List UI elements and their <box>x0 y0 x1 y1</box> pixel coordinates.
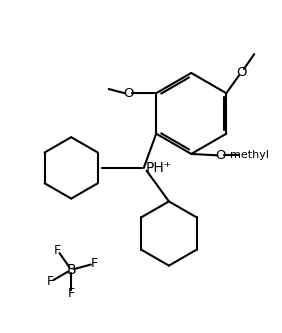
Text: O: O <box>123 87 133 100</box>
Text: F: F <box>68 287 75 300</box>
Text: F: F <box>91 257 98 270</box>
Text: methyl: methyl <box>230 150 269 160</box>
Text: B: B <box>66 263 76 277</box>
Text: O: O <box>215 149 226 162</box>
Text: F: F <box>54 244 61 257</box>
Text: F: F <box>47 275 54 288</box>
Text: PH⁺: PH⁺ <box>145 161 171 175</box>
Text: O: O <box>236 66 247 79</box>
